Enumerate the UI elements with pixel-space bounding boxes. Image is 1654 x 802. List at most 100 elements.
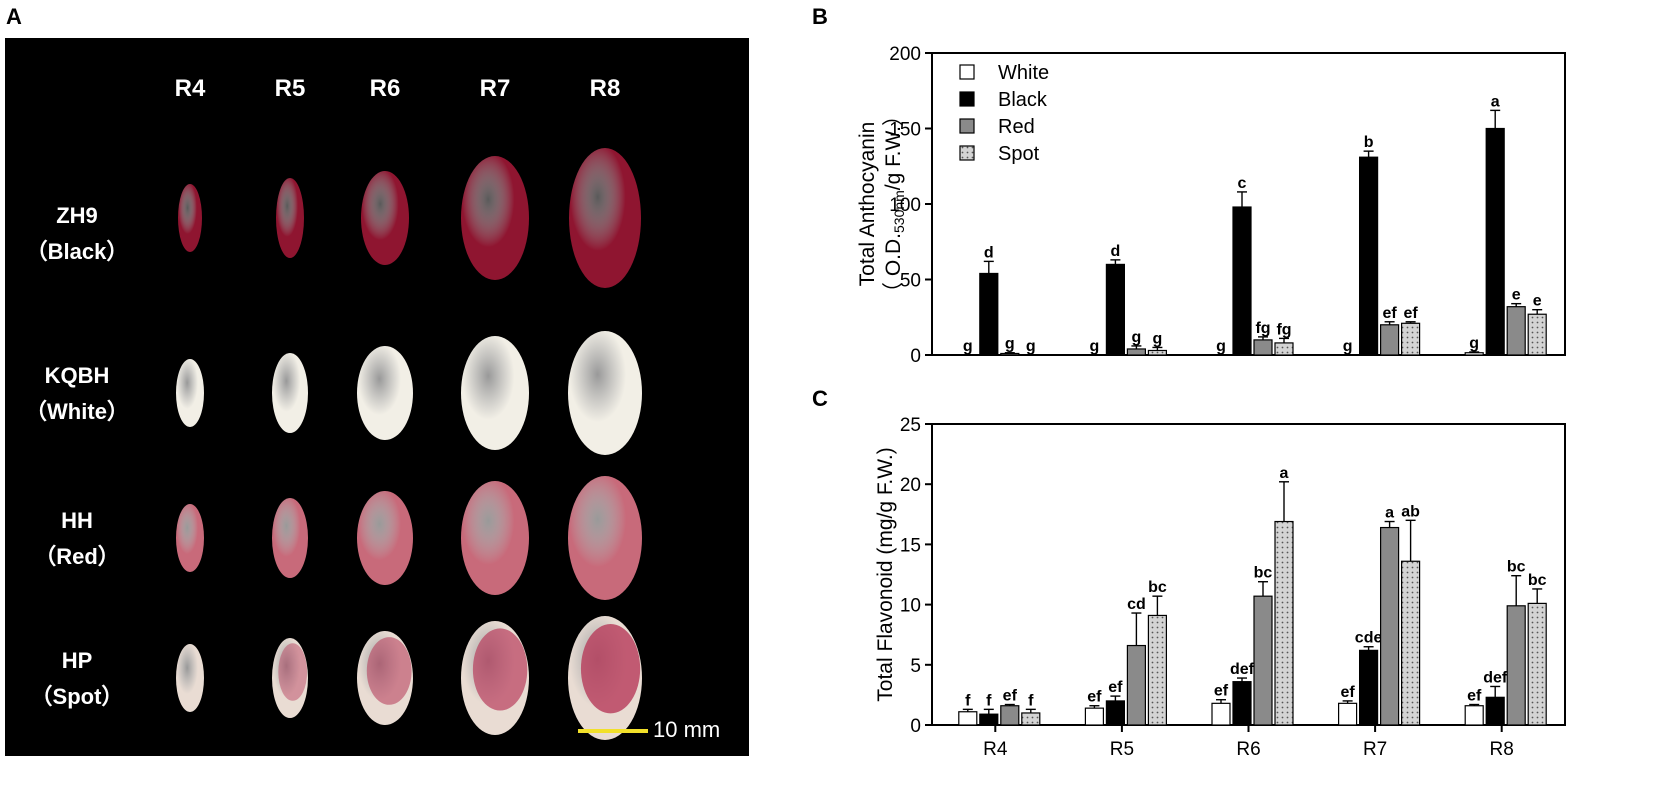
cultivar-name-zh9: ZH9 [56, 203, 98, 228]
y-axis-title-c: Total Flavonoid (mg/g F.W.) [874, 447, 897, 701]
bar-c-red-r8 [1506, 605, 1526, 726]
legend-label-black: Black [998, 89, 1048, 111]
sig-letter-b-red-r4: g [1005, 336, 1015, 353]
seed-zh9-r8 [569, 148, 641, 288]
y-tick-label-c-20: 20 [900, 475, 921, 496]
cultivar-type-hp: （Spot） [31, 684, 124, 709]
plot-frame-c [931, 423, 1566, 726]
sig-letter-c-spot-r7: ab [1401, 503, 1420, 520]
sig-letter-c-red-r8: bc [1507, 559, 1526, 576]
sig-letter-b-black-r6: c [1238, 175, 1247, 192]
sig-letter-c-white-r5: ef [1087, 689, 1102, 706]
seed-kqbh-r4 [176, 359, 204, 427]
bar-c-white-r4 [958, 711, 978, 726]
bar-b-red-r6 [1253, 339, 1273, 356]
panel-letter-c: C [812, 386, 828, 411]
bar-c-spot-r5 [1147, 614, 1168, 726]
seed-photo-panel: R4 R5 R6 R7 R8 ZH9 （Black） KQBH （White） HH （Red） HP… [5, 38, 749, 756]
seed-zh9-r6 [361, 171, 409, 265]
seed-hh-r5 [272, 498, 308, 578]
sig-letter-b-spot-r8: e [1533, 293, 1542, 310]
x-tick-label-c-r4: R4 [983, 739, 1008, 760]
y-axis-units-subscript: 530nm [891, 190, 907, 233]
sig-letter-b-red-r6: fg [1255, 320, 1270, 337]
seed-spot-hp-r8 [580, 624, 641, 714]
seed-zh9-r4 [178, 184, 202, 252]
bar-b-spot-r8 [1527, 313, 1547, 356]
seed-kqbh-r6 [357, 346, 413, 440]
sig-letter-c-spot-r5: bc [1148, 579, 1167, 596]
seed-spot-hp-r7 [472, 628, 528, 711]
cultivar-name-kqbh: KQBH [45, 363, 110, 388]
sig-letter-c-spot-r8: bc [1528, 572, 1547, 589]
sig-letter-b-black-r8: a [1491, 93, 1500, 110]
sig-letter-b-spot-r7: ef [1403, 305, 1418, 322]
sig-letter-c-red-r5: cd [1127, 596, 1146, 613]
sig-letter-b-white-r6: g [1216, 338, 1226, 355]
sig-letter-b-spot-r4: g [1026, 338, 1036, 355]
bar-b-black-r8 [1485, 127, 1505, 356]
seed-spot-hp-r6 [366, 637, 412, 705]
seed-hh-r6 [357, 491, 413, 585]
bar-b-red-r4 [1000, 352, 1020, 356]
scale-bar-label: 10 mm [653, 717, 720, 742]
stage-header-r7: R7 [480, 75, 511, 102]
bar-b-red-r7 [1379, 324, 1400, 356]
sig-letter-b-black-r5: d [1111, 243, 1121, 260]
sig-letter-b-red-r7: ef [1382, 305, 1397, 322]
sig-letter-b-spot-r5: g [1153, 330, 1163, 347]
y-tick-label-b-150: 150 [889, 120, 921, 141]
seed-zh9-r7 [461, 156, 529, 280]
cultivar-type-kqbh: （White） [25, 399, 129, 424]
sig-letter-b-white-r5: g [1090, 338, 1100, 355]
sig-letter-b-black-r4: d [984, 244, 994, 261]
y-tick-label-c-10: 10 [900, 596, 921, 617]
bar-c-red-r7 [1379, 526, 1400, 726]
bar-b-spot-r7 [1400, 322, 1421, 356]
bar-c-black-r7 [1358, 649, 1379, 726]
seed-zh9-r5 [276, 178, 304, 258]
legend-swatch-white [959, 64, 975, 80]
sig-letter-b-black-r7: b [1364, 134, 1374, 151]
seed-spot-hp-r5 [278, 643, 308, 701]
y-axis-units-b: （ O.D.530nm/g F.W.） [882, 105, 907, 303]
sig-letter-c-red-r7: a [1385, 505, 1394, 522]
y-tick-label-b-0: 0 [910, 346, 921, 367]
bar-c-white-r8 [1464, 705, 1484, 726]
sig-letter-c-black-r5: ef [1108, 679, 1123, 696]
legend-swatch-red [959, 118, 975, 134]
panel-letter-b: B [812, 4, 828, 29]
x-tick-label-c-r6: R6 [1236, 739, 1260, 760]
sig-letter-b-white-r4: g [963, 338, 973, 355]
sig-letter-c-white-r8: ef [1467, 688, 1482, 705]
bar-c-red-r5 [1126, 644, 1147, 726]
legend-swatch-black [959, 91, 975, 107]
bar-b-black-r4 [979, 272, 999, 356]
bar-b-red-r5 [1126, 348, 1147, 356]
cultivar-name-hh: HH [61, 508, 93, 533]
bar-c-black-r4 [979, 713, 999, 726]
cultivar-name-hp: HP [62, 648, 93, 673]
sig-letter-c-white-r6: ef [1214, 683, 1229, 700]
stage-header-r5: R5 [275, 75, 306, 102]
y-tick-label-c-25: 25 [900, 415, 921, 436]
x-tick-label-c-r7: R7 [1363, 739, 1387, 760]
sig-letter-c-white-r4: f [965, 692, 971, 709]
bar-b-black-r6 [1232, 206, 1252, 356]
x-tick-label-c-r5: R5 [1110, 739, 1134, 760]
sig-letter-c-black-r8: def [1483, 669, 1508, 686]
seed-kqbh-r7 [461, 336, 529, 450]
legend-label-red: Red [998, 116, 1035, 138]
bar-c-red-r4 [1000, 705, 1020, 726]
x-tick-label-c-r8: R8 [1490, 739, 1514, 760]
bar-c-black-r8 [1485, 696, 1505, 726]
bar-b-spot-r5 [1147, 349, 1168, 356]
cultivar-type-zh9: （Black） [26, 239, 129, 264]
bar-c-white-r5 [1084, 707, 1105, 726]
y-tick-label-c-15: 15 [900, 535, 921, 556]
sig-letter-c-white-r7: ef [1340, 684, 1355, 701]
bar-b-spot-r6 [1274, 342, 1294, 356]
legend-label-spot: Spot [998, 143, 1040, 165]
sig-letter-c-red-r4: ef [1003, 688, 1018, 705]
